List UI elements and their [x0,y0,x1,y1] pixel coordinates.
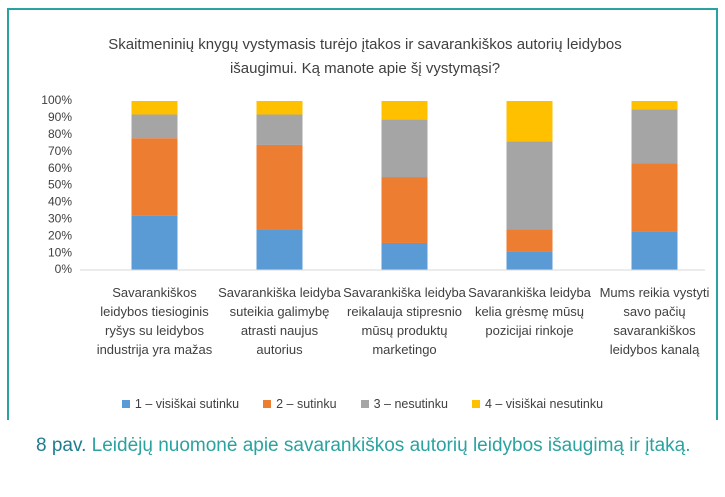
x-tick-label: Savarankiška leidyba kelia grėsmę mūsų p… [468,285,591,338]
caption-label: 8 pav. [36,435,87,456]
y-tick-label: 0% [55,262,73,276]
bar-segment [131,215,178,270]
bar-segment [506,229,553,252]
y-tick-label: 20% [48,228,72,242]
y-tick-label: 40% [48,195,72,209]
bar-segment [381,119,428,178]
x-tick-label: Savarankiška leidyba reikalauja stipresn… [343,285,466,357]
y-tick-label: 90% [48,110,72,124]
bar-segment [631,163,678,232]
y-tick-label: 70% [48,144,72,158]
chart-title: Skaitmeninių knygų vystymasis turėjo įta… [108,36,622,77]
legend-swatch [121,400,130,408]
bar-segment [256,101,303,115]
legend-item: 4 – visiškai nesutinku [471,397,604,411]
bar-segment [256,229,303,270]
legend-label: 1 – visiškai sutinku [134,397,240,411]
legend-item: 2 – sutinku [263,397,337,411]
bar-segment [381,177,428,243]
legend-label: 2 – sutinku [276,397,337,411]
x-tick-label: Savarankiška leidyba suteikia galimybę a… [218,285,341,357]
bar-segment [381,101,428,120]
bar-segment [631,109,678,164]
bar-segment [131,101,178,115]
caption-text: Leidėjų nuomonė apie savarankiškos autor… [91,435,691,456]
bar-segment [131,138,178,216]
bar-segment [256,114,303,145]
legend-item: 1 – visiškai sutinku [121,397,240,411]
bar-segment [631,231,678,270]
caption: 8 pav. Leidėjų nuomonė apie savarankiško… [36,432,725,459]
bar-segment [631,101,678,110]
y-tick-label: 50% [48,178,72,192]
legend-label: 3 – nesutinku [373,397,448,411]
legend-label: 4 – visiškai nesutinku [484,397,604,411]
x-tick-label: Savarankiškos leidybos tiesioginis ryšys… [96,285,213,357]
bar-segment [256,144,303,230]
bar-segment [506,141,553,230]
y-tick-label: 100% [41,93,72,107]
legend-swatch [471,400,480,408]
legend-swatch [263,400,272,408]
legend: 1 – visiškai sutinku 2 – sutinku 3 – nesut… [0,397,725,411]
x-tick-label: Mums reikia vystyti savo pačių savaranki… [599,285,710,357]
y-tick-label: 60% [48,161,72,175]
y-tick-label: 10% [48,245,72,259]
bar-segment [381,242,428,270]
bar-segment [506,101,553,142]
legend-swatch [360,400,369,408]
y-tick-label: 30% [48,211,72,225]
bar-segment [131,114,178,139]
bar-segment [506,251,553,270]
legend-item: 3 – nesutinku [360,397,448,411]
y-tick-label: 80% [48,127,72,141]
frame [7,8,718,420]
